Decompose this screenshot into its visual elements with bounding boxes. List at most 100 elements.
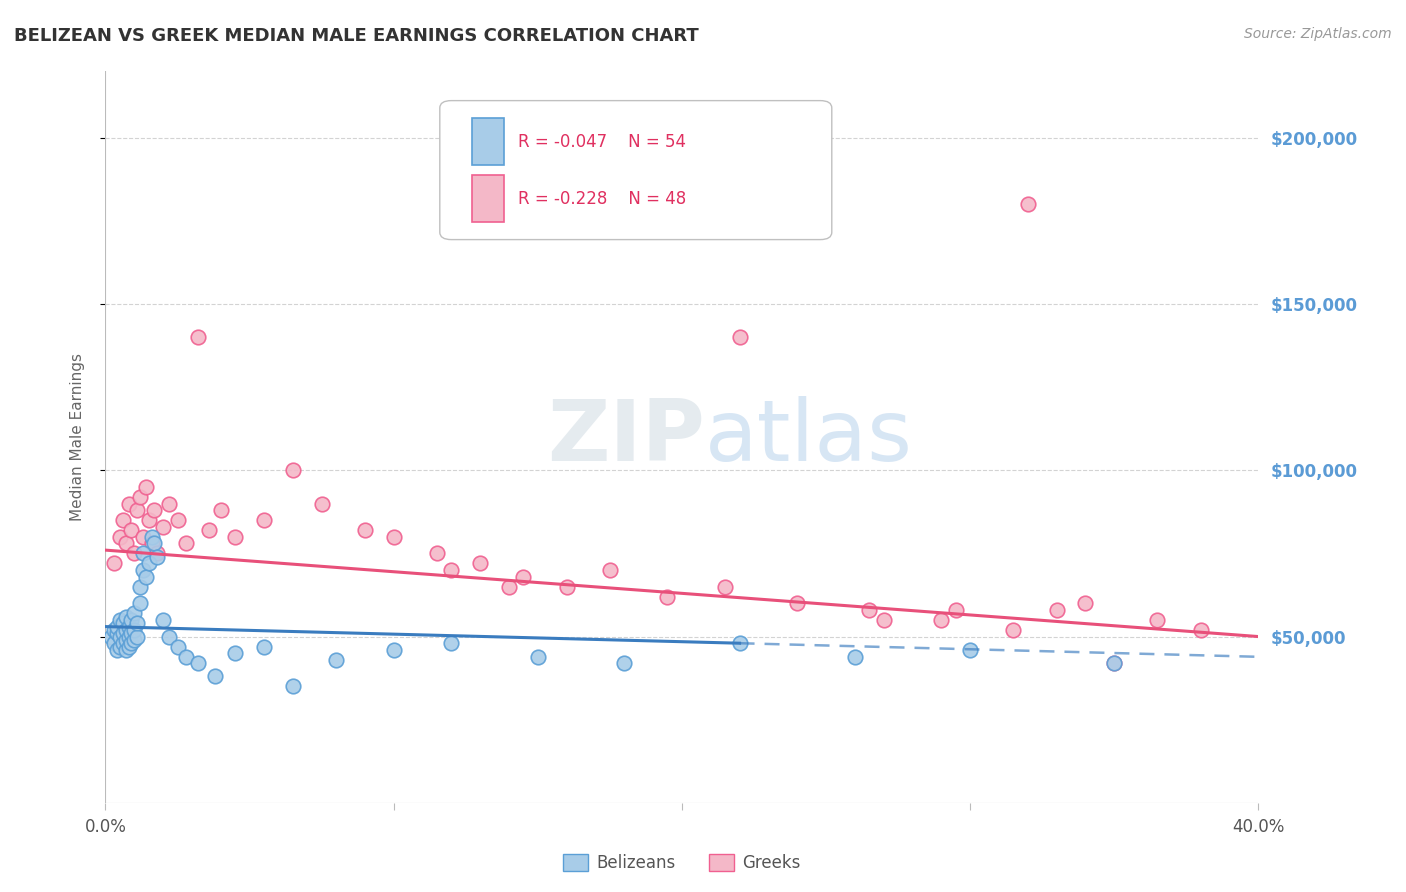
Point (354, 523, 377, 537)
FancyBboxPatch shape (440, 101, 832, 240)
Point (253, 513, 276, 527)
Point (253, 640, 276, 654)
Point (152, 520, 174, 534)
Point (174, 536, 197, 550)
Point (103, 557, 125, 571)
Text: BELIZEAN VS GREEK MEDIAN MALE EARNINGS CORRELATION CHART: BELIZEAN VS GREEK MEDIAN MALE EARNINGS C… (14, 27, 699, 45)
Point (135, 570, 157, 584)
Y-axis label: Median Male Earnings: Median Male Earnings (70, 353, 84, 521)
Point (100, 630, 122, 644)
Point (657, 590, 679, 604)
Point (146, 549, 169, 564)
Point (127, 630, 149, 644)
Point (1146, 613, 1168, 627)
Point (138, 513, 160, 527)
Point (132, 563, 155, 577)
Point (111, 626, 134, 640)
Point (382, 643, 405, 657)
Point (166, 513, 188, 527)
Point (120, 523, 142, 537)
Text: ZIP: ZIP (547, 395, 704, 479)
Point (105, 643, 128, 657)
Point (135, 480, 157, 494)
Point (127, 503, 149, 517)
Point (124, 607, 146, 621)
Point (714, 580, 737, 594)
Point (174, 649, 197, 664)
Point (111, 513, 134, 527)
Point (117, 640, 139, 654)
Point (959, 643, 981, 657)
Point (108, 630, 131, 644)
Point (470, 557, 492, 571)
Point (512, 570, 534, 584)
Point (426, 546, 449, 560)
Point (187, 656, 209, 670)
Point (108, 640, 131, 654)
Point (120, 613, 142, 627)
Point (117, 630, 139, 644)
Point (114, 623, 136, 637)
Point (157, 497, 180, 511)
Point (1046, 603, 1069, 617)
Point (138, 557, 160, 571)
Text: R = -0.228    N = 48: R = -0.228 N = 48 (519, 190, 686, 208)
Point (103, 636, 125, 650)
Point (1102, 656, 1125, 670)
Point (166, 640, 188, 654)
Point (1002, 623, 1025, 637)
Point (143, 536, 166, 550)
Point (281, 463, 304, 477)
Point (157, 630, 180, 644)
Point (105, 626, 128, 640)
Point (209, 503, 232, 517)
Point (281, 680, 304, 694)
Point (187, 330, 209, 344)
Point (224, 530, 246, 544)
Point (1189, 623, 1212, 637)
Point (311, 497, 333, 511)
Point (105, 619, 128, 633)
Point (132, 546, 155, 560)
Point (204, 669, 226, 683)
Point (114, 632, 136, 647)
Point (498, 580, 520, 594)
FancyBboxPatch shape (472, 175, 505, 222)
Point (786, 596, 808, 610)
Point (108, 613, 131, 627)
Point (129, 490, 152, 504)
Point (132, 530, 155, 544)
Point (143, 503, 166, 517)
Point (129, 580, 152, 594)
Point (124, 632, 146, 647)
Point (127, 616, 149, 631)
Text: Source: ZipAtlas.com: Source: ZipAtlas.com (1244, 27, 1392, 41)
Point (103, 623, 125, 637)
Point (124, 623, 146, 637)
Point (555, 580, 578, 594)
Point (1102, 656, 1125, 670)
Point (224, 646, 246, 660)
Point (1074, 596, 1097, 610)
Point (382, 530, 405, 544)
Point (141, 530, 163, 544)
Text: R = -0.047    N = 54: R = -0.047 N = 54 (519, 133, 686, 151)
Point (873, 613, 896, 627)
Point (124, 546, 146, 560)
Point (146, 546, 169, 560)
Point (945, 603, 967, 617)
Point (114, 609, 136, 624)
Point (440, 563, 463, 577)
Point (152, 613, 174, 627)
Point (111, 616, 134, 631)
Point (931, 613, 953, 627)
Point (728, 636, 751, 650)
Point (111, 636, 134, 650)
Legend: Belizeans, Greeks: Belizeans, Greeks (557, 847, 807, 879)
Text: atlas: atlas (704, 395, 912, 479)
Point (108, 530, 131, 544)
Point (613, 656, 636, 670)
Point (440, 636, 463, 650)
Point (120, 636, 142, 650)
Point (527, 649, 550, 664)
